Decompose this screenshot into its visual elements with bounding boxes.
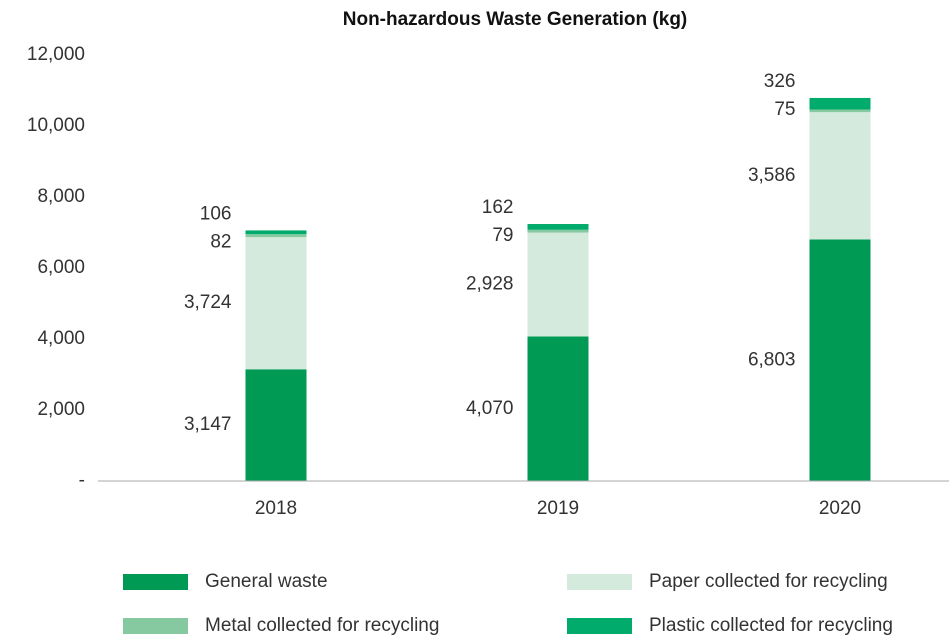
y-tick-label: 12,000 xyxy=(27,44,85,65)
value-label: 106 xyxy=(200,203,232,224)
value-label: 75 xyxy=(774,99,795,120)
bar-segment xyxy=(245,230,307,235)
y-tick-label: 4,000 xyxy=(37,328,85,349)
y-tick-label: 2,000 xyxy=(37,399,85,420)
bar-segment xyxy=(809,97,871,110)
value-label: 3,147 xyxy=(184,414,232,435)
value-label: 4,070 xyxy=(466,398,514,419)
legend-swatch xyxy=(567,574,632,590)
legend-label: General waste xyxy=(205,571,328,592)
bar-segment xyxy=(527,224,589,230)
bar-segment xyxy=(527,229,589,233)
bar-segment xyxy=(245,369,307,481)
bar-segment xyxy=(245,237,307,370)
legend-swatch xyxy=(123,618,188,634)
bar-segment xyxy=(527,232,589,337)
value-label: 2,928 xyxy=(466,274,514,295)
y-tick-label: - xyxy=(79,470,85,491)
y-tick-label: 6,000 xyxy=(37,257,85,278)
y-tick-label: 8,000 xyxy=(37,186,85,207)
x-tick-label: 2020 xyxy=(819,498,861,519)
value-label: 3,586 xyxy=(748,165,796,186)
legend-swatch xyxy=(567,618,632,634)
value-label: 82 xyxy=(210,231,231,252)
bar-segment xyxy=(809,109,871,113)
legend-swatch xyxy=(123,574,188,590)
chart-title: Non-hazardous Waste Generation (kg) xyxy=(343,9,688,30)
x-tick-label: 2019 xyxy=(537,498,579,519)
bar-segment xyxy=(245,234,307,238)
value-label: 6,803 xyxy=(748,349,796,370)
legend-label: Paper collected for recycling xyxy=(649,571,888,592)
y-tick-label: 10,000 xyxy=(27,115,85,136)
bar-segment xyxy=(809,239,871,481)
x-tick-label: 2018 xyxy=(255,498,297,519)
legend-label: Plastic collected for recycling xyxy=(649,615,893,636)
value-label: 162 xyxy=(482,197,514,218)
value-label: 326 xyxy=(764,71,796,92)
legend-label: Metal collected for recycling xyxy=(205,615,439,636)
value-label: 79 xyxy=(492,225,513,246)
value-label: 3,724 xyxy=(184,292,232,313)
bar-segment xyxy=(809,112,871,240)
bar-segment xyxy=(527,336,589,481)
